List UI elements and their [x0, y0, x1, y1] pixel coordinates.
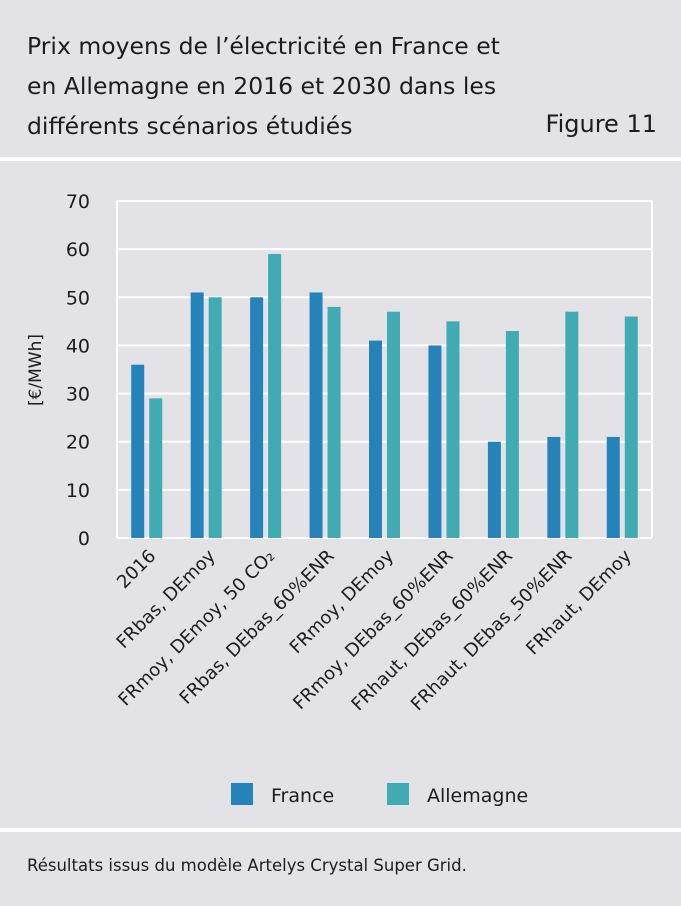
source-note: Résultats issus du modèle Artelys Crysta… — [27, 856, 467, 875]
y-tick-label: 40 — [66, 335, 90, 357]
bar-allemagne-0 — [149, 398, 163, 538]
bottom-divider — [0, 828, 681, 832]
bar-allemagne-3 — [327, 306, 341, 538]
bar-allemagne-5 — [446, 321, 460, 538]
bar-france-2 — [250, 297, 264, 538]
bar-france-0 — [131, 364, 145, 538]
chart-area: 0 10 20 30 40 50 60 70 [€/MWh] 2016 FRbas, DEmoy FR… — [0, 163, 681, 828]
y-tick-label: 10 — [66, 480, 90, 502]
bar-allemagne-7 — [565, 311, 579, 538]
bar-allemagne-8 — [624, 316, 638, 538]
x-tick-label: FRmoy, DEmoy — [286, 545, 399, 658]
bar-france-4 — [369, 340, 382, 538]
title-line-2: en Allemagne en 2016 et 2030 dans les — [27, 72, 497, 100]
y-tick-label: 70 — [66, 191, 90, 213]
y-tick-label: 60 — [66, 239, 90, 261]
header: Prix moyens de l’électricité en France e… — [0, 0, 681, 157]
bar-france-1 — [190, 292, 204, 538]
title-line-3: différents scénarios étudiés — [27, 112, 353, 140]
legend-label-allemagne: Allemagne — [427, 785, 528, 807]
bar-allemagne-2 — [268, 253, 282, 538]
legend-swatch-allemagne — [387, 783, 409, 805]
bar-allemagne-4 — [387, 311, 400, 538]
bar-france-8 — [606, 436, 620, 538]
x-tick-label: FRhaut, DEmoy — [522, 545, 636, 659]
legend-label-france: France — [271, 785, 334, 807]
bar-allemagne-6 — [505, 330, 519, 538]
y-tick-label: 30 — [66, 384, 90, 406]
chart-title: Prix moyens de l’électricité en France e… — [27, 26, 547, 146]
bar-allemagne-1 — [208, 297, 222, 538]
title-line-1: Prix moyens de l’électricité en France e… — [27, 32, 500, 60]
bar-france-7 — [547, 436, 561, 538]
bar-france-6 — [487, 441, 501, 538]
bar-france-3 — [309, 292, 323, 538]
x-tick-label: 2016 — [113, 546, 160, 593]
y-tick-label: 50 — [66, 287, 90, 309]
legend-swatch-france — [231, 783, 253, 805]
bar-france-5 — [428, 345, 442, 538]
top-divider — [0, 157, 681, 161]
figure-label: Figure 11 — [545, 110, 657, 138]
y-tick-label: 20 — [66, 432, 90, 454]
y-tick-label: 0 — [78, 528, 90, 550]
y-axis-label: [€/MWh] — [26, 334, 46, 406]
